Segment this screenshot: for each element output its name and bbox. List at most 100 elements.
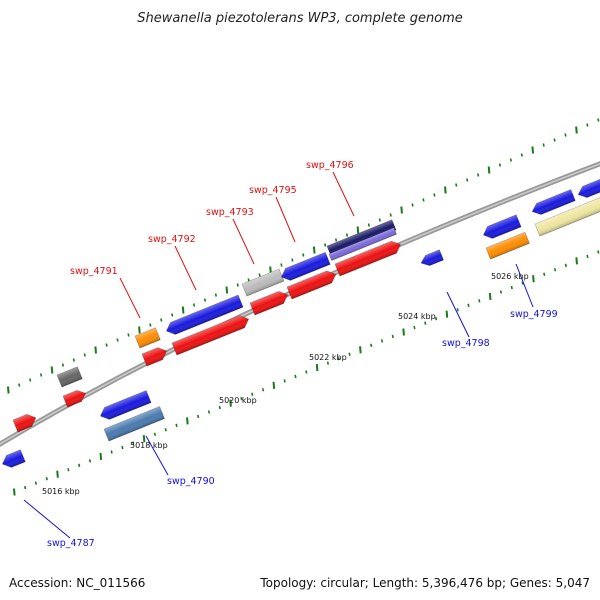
outer-tick xyxy=(444,186,447,194)
backbone-inner xyxy=(0,163,600,445)
outer-tick xyxy=(531,146,535,154)
gene-khaki-right[interactable] xyxy=(534,197,600,237)
inner-tick xyxy=(88,459,92,463)
gene-label-swp-4787[interactable]: swp_4787 xyxy=(47,538,95,549)
gene-red-4795[interactable] xyxy=(286,268,338,300)
outer-tick xyxy=(236,283,239,287)
gene-label-swp-4791[interactable]: swp_4791 xyxy=(70,266,118,277)
inner-tick xyxy=(553,268,557,272)
outer-tick xyxy=(586,123,589,127)
inner-tick-ring xyxy=(13,250,600,496)
inner-tick xyxy=(197,414,200,419)
inner-tick xyxy=(445,310,449,318)
inner-tick xyxy=(478,299,481,303)
inner-tick xyxy=(564,263,567,267)
inner-tick xyxy=(597,250,600,254)
outer-tick xyxy=(72,358,75,362)
inner-tick xyxy=(13,488,16,496)
leader-swp-4796 xyxy=(332,171,355,217)
inner-tick xyxy=(359,346,362,354)
inner-tick xyxy=(586,254,589,259)
gene-lightgrey-4793[interactable] xyxy=(241,268,285,297)
outer-tick xyxy=(477,173,480,177)
inner-tick xyxy=(272,381,276,389)
label-leaders xyxy=(23,171,534,539)
inner-tick xyxy=(78,463,81,467)
accession-text: Accession: NC_011566 xyxy=(9,576,145,590)
scale-label-5016: 5016 kbp xyxy=(42,487,80,496)
gene-blue-edge[interactable] xyxy=(0,449,26,470)
gene-label-swp-4796[interactable]: swp_4796 xyxy=(306,160,354,171)
inner-tick xyxy=(370,343,373,347)
scale-label-5026: 5026 kbp xyxy=(491,272,529,281)
inner-tick xyxy=(337,357,340,361)
outer-tick xyxy=(597,118,600,122)
outer-tick xyxy=(422,198,425,202)
leader-swp-4798 xyxy=(446,291,470,338)
gene-red-small[interactable] xyxy=(12,412,38,433)
inner-tick xyxy=(326,361,330,365)
outer-tick xyxy=(61,363,65,367)
outer-tick xyxy=(291,258,294,262)
scale-label-5020: 5020 kbp xyxy=(219,396,257,405)
map-title: Shewanella piezotolerans WP3, complete g… xyxy=(137,11,463,26)
outer-tick xyxy=(400,206,403,214)
inner-tick xyxy=(240,397,243,401)
outer-tick xyxy=(203,298,207,302)
outer-tick xyxy=(105,343,108,347)
leader-swp-4792 xyxy=(174,245,197,291)
leader-swp-4791 xyxy=(119,277,141,319)
gene-red-4796[interactable] xyxy=(334,239,403,277)
outer-tick xyxy=(94,346,98,354)
gene-grey-small[interactable] xyxy=(56,366,83,388)
inner-tick xyxy=(456,308,459,312)
gene-blue-4795[interactable] xyxy=(279,251,331,283)
gene-blue-4789[interactable] xyxy=(98,390,152,423)
outer-tick xyxy=(280,263,283,267)
gene-violet-4796[interactable] xyxy=(328,227,397,261)
gene-blue-upper-right[interactable] xyxy=(530,189,576,218)
gene-red-4792[interactable] xyxy=(171,313,251,356)
gene-label-swp-4795[interactable]: swp_4795 xyxy=(249,185,297,196)
outer-tick xyxy=(50,366,54,374)
inner-tick xyxy=(543,272,546,276)
gene-red-small-2[interactable] xyxy=(62,388,88,408)
outer-tick xyxy=(389,213,392,217)
outer-tick xyxy=(466,178,469,182)
gene-blue-4799-upper[interactable] xyxy=(481,214,522,241)
gene-blue-edge-right[interactable] xyxy=(576,177,600,200)
gene-label-swp-4793[interactable]: swp_4793 xyxy=(206,207,254,218)
gene-blue-4798[interactable] xyxy=(419,249,444,268)
gene-red-4793[interactable] xyxy=(249,289,290,316)
inner-tick xyxy=(499,290,503,294)
gene-label-swp-4799[interactable]: swp_4799 xyxy=(510,309,558,320)
gene-blue-4792[interactable] xyxy=(164,294,244,337)
inner-tick xyxy=(305,370,308,374)
inner-tick xyxy=(315,363,319,372)
inner-tick xyxy=(24,485,27,490)
gene-label-swp-4798[interactable]: swp_4798 xyxy=(442,338,490,349)
outer-tick xyxy=(498,163,502,167)
leader-swp-4795 xyxy=(275,196,296,243)
outer-tick xyxy=(83,353,86,357)
gene-label-swp-4792[interactable]: swp_4792 xyxy=(148,234,196,245)
outer-tick xyxy=(455,183,458,187)
inner-tick xyxy=(424,321,427,325)
outer-tick xyxy=(312,246,316,254)
gene-red-4791[interactable] xyxy=(141,345,169,367)
scale-label-5024: 5024 kbp xyxy=(398,312,436,321)
gene-navy-4796[interactable] xyxy=(326,219,397,257)
inner-tick xyxy=(402,328,405,336)
outer-tick xyxy=(138,326,141,334)
outer-tick xyxy=(149,323,152,327)
gene-label-swp-4790[interactable]: swp_4790 xyxy=(167,476,215,487)
inner-tick xyxy=(380,339,384,343)
gene-orange-4791[interactable] xyxy=(134,327,161,349)
outer-tick xyxy=(345,233,349,237)
outer-tick xyxy=(575,126,578,134)
gene-steel-4790[interactable] xyxy=(103,406,165,442)
inner-tick xyxy=(175,423,178,427)
outer-tick xyxy=(269,266,272,274)
inner-tick xyxy=(521,281,524,285)
gene-orange-4799[interactable] xyxy=(485,231,530,260)
